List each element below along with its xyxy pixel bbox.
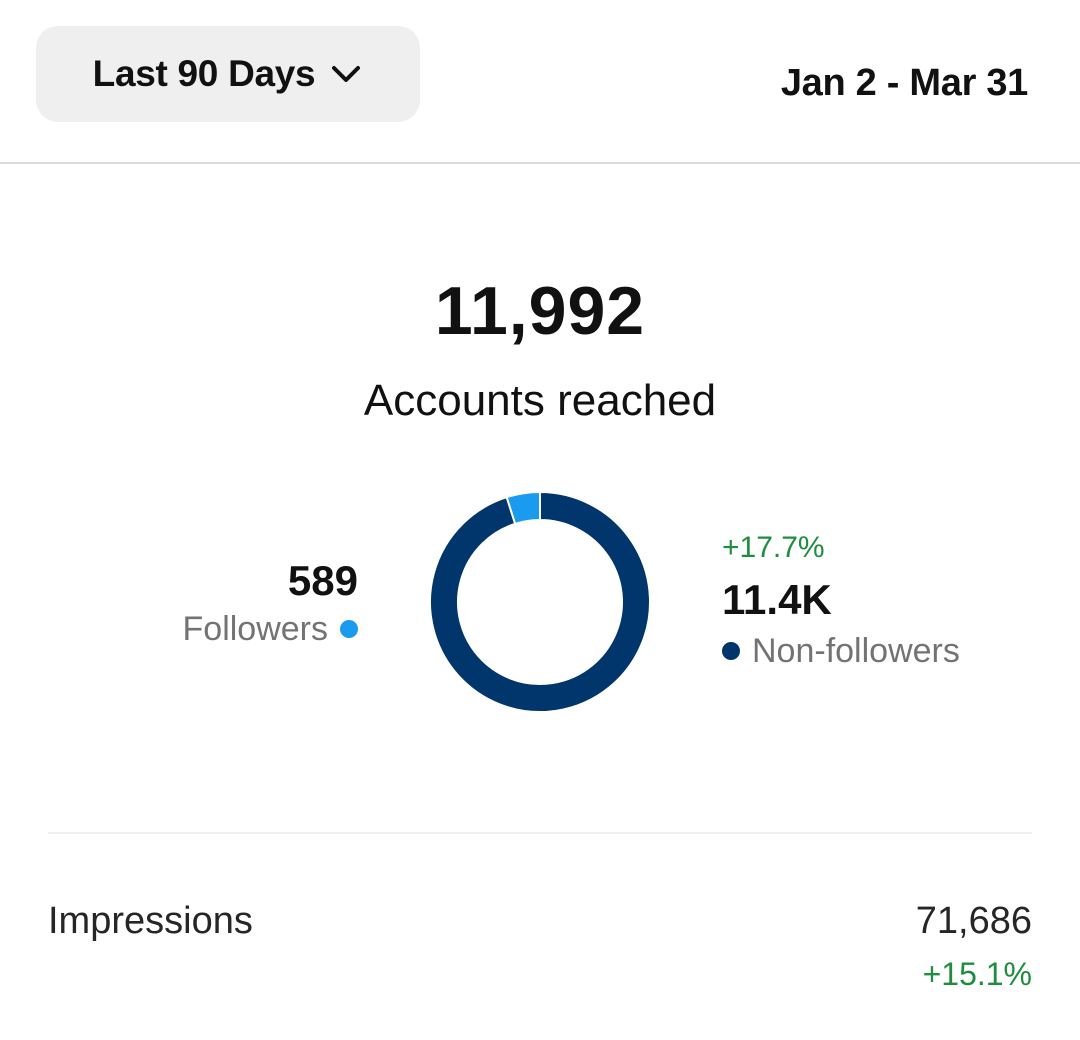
impressions-change: +15.1% (922, 956, 1032, 992)
followers-legend: Followers (183, 606, 358, 652)
date-range-dropdown-label: Last 90 Days (92, 53, 316, 94)
non-followers-legend-dot (722, 642, 740, 660)
followers-legend-dot (340, 620, 358, 638)
non-followers-label: Non-followers (752, 632, 960, 670)
donut-slice-non-followers (429, 490, 651, 713)
accounts-reached-label: Accounts reached (363, 376, 717, 425)
followers-stat: 589 Followers (183, 556, 358, 652)
header-bar: Last 90 Days Jan 2 - Mar 31 (0, 0, 1080, 164)
non-followers-legend: Non-followers (722, 628, 960, 674)
reach-donut-chart (429, 490, 651, 713)
non-followers-value: 11.4K (722, 576, 832, 623)
non-followers-stat: +17.7% 11.4K Non-followers (722, 528, 960, 674)
section-divider (48, 832, 1032, 834)
chevron-down-icon (329, 57, 363, 91)
followers-label: Followers (182, 610, 328, 648)
date-range-text: Jan 2 - Mar 31 (780, 62, 1028, 104)
non-followers-change: +17.7% (722, 531, 825, 564)
impressions-label: Impressions (48, 900, 253, 942)
accounts-reached-value: 11,992 (434, 273, 646, 349)
followers-value: 589 (287, 557, 358, 604)
date-range-dropdown[interactable]: Last 90 Days (36, 26, 420, 122)
impressions-row[interactable]: Impressions 71,686 +15.1% (48, 896, 1032, 1006)
impressions-value: 71,686 (915, 900, 1032, 942)
